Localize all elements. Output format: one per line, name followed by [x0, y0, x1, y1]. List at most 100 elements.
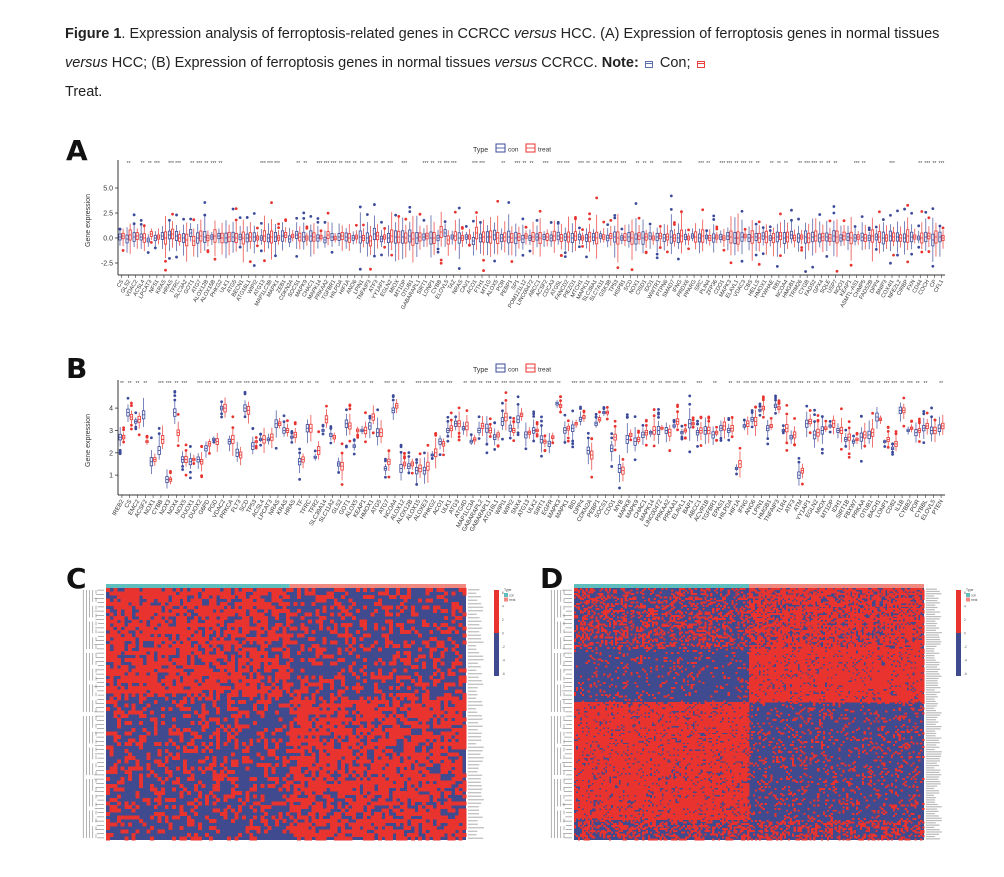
- box-con: [733, 217, 737, 256]
- heatmap-cell-high: [208, 640, 239, 645]
- heatmap-cell-high: [234, 626, 239, 631]
- heatmap-cell-high: [241, 647, 257, 652]
- significance-star: **: [713, 381, 717, 387]
- row-label-mark: [468, 767, 479, 769]
- heatmap-cell-high: [205, 633, 210, 638]
- heatmap-cell-high: [179, 672, 188, 676]
- box-treat: [878, 415, 883, 424]
- heatmap-cell-high: [355, 689, 360, 694]
- outlier-point: [200, 475, 204, 479]
- heatmap-cell-high: [403, 801, 408, 806]
- row-label-mark: [468, 617, 480, 619]
- heatmap-cell-high: [263, 626, 268, 631]
- heatmap-cell-high: [319, 770, 327, 774]
- box-con: [649, 429, 653, 438]
- box-treat: [527, 427, 531, 439]
- heatmap-cell-high: [109, 682, 114, 687]
- box-treat: [361, 223, 365, 248]
- box-con: [888, 213, 892, 265]
- heatmap-cell-high: [780, 591, 787, 594]
- outlier-point: [586, 436, 590, 440]
- outlier-point: [521, 253, 525, 257]
- outlier-point: [847, 420, 851, 424]
- heatmap-cell-high: [396, 588, 401, 592]
- outlier-point: [738, 446, 742, 450]
- box-treat: [482, 219, 486, 272]
- heatmap-cell-high: [410, 707, 430, 711]
- outlier-point: [874, 225, 878, 229]
- heatmap-cell-high: [425, 805, 434, 809]
- heatmap-cell-high: [124, 721, 133, 725]
- heatmap-cell-high: [194, 784, 199, 788]
- outlier-point: [613, 424, 617, 428]
- heatmap-cell-high: [355, 675, 360, 680]
- heatmap-cell-high: [447, 833, 452, 837]
- outlier-point: [139, 219, 143, 222]
- significance-star: **: [756, 161, 760, 167]
- outlier-point: [712, 214, 716, 218]
- heatmap-cell-high: [146, 801, 151, 806]
- outlier-point: [805, 404, 809, 408]
- box-treat: [347, 223, 351, 251]
- heatmap-cell-high: [410, 777, 441, 781]
- heatmap-cell-high: [153, 728, 158, 732]
- heatmap-cell-high: [208, 717, 221, 722]
- box-con: [438, 435, 442, 457]
- heatmap-cell-high: [440, 630, 452, 634]
- heatmap-cell-high: [128, 616, 133, 620]
- heatmap-cell-high: [385, 609, 390, 613]
- box-con: [602, 406, 606, 416]
- heatmap-cell-high: [403, 826, 412, 830]
- x-tick-label: TF: [296, 499, 305, 509]
- heatmap-cell-high: [271, 612, 279, 617]
- box-con: [740, 209, 744, 263]
- box-treat: [863, 224, 867, 250]
- heatmap-cell-high: [194, 805, 199, 809]
- heatmap-cell-high: [168, 619, 173, 624]
- outlier-point: [652, 414, 656, 418]
- significance-star: **: [924, 381, 928, 387]
- heatmap-cell-high: [396, 693, 415, 697]
- heatmap-cell-high: [319, 679, 335, 683]
- heatmap-cell-high: [440, 731, 456, 736]
- significance-star: ***: [811, 161, 817, 167]
- box-treat: [785, 222, 790, 249]
- heatmap-cell-high: [311, 675, 316, 680]
- heatmap-cell-high: [249, 640, 254, 645]
- heatmap-cell-high: [172, 805, 177, 809]
- row-label-mark: [468, 624, 480, 626]
- heatmap-cell-high: [241, 654, 246, 659]
- heatmap-cell-high: [120, 777, 125, 781]
- heatmap-cell-high: [245, 798, 250, 802]
- heatmap-cell-high: [183, 598, 188, 603]
- heatmap-cell-high: [377, 647, 382, 652]
- heatmap-cell-high: [139, 647, 177, 652]
- heatmap-cell-high: [644, 588, 647, 590]
- heatmap-cell-high: [197, 822, 202, 827]
- heatmap-cell-high: [282, 819, 287, 823]
- outlier-point: [200, 445, 204, 449]
- heatmap-cell-high: [341, 808, 346, 813]
- heatmap-cell-high: [374, 609, 379, 613]
- heatmap-cell-high: [245, 791, 250, 795]
- outlier-point: [368, 416, 372, 420]
- outlier-point: [902, 396, 906, 400]
- significance-star: ***: [860, 381, 866, 387]
- heatmap-cell-high: [366, 773, 371, 778]
- heatmap-cell-high: [274, 745, 279, 750]
- heatmap-cell-high: [113, 661, 121, 666]
- heatmap-cell-high: [227, 693, 239, 697]
- heatmap-cell-high: [385, 749, 393, 753]
- significance-star: **: [315, 381, 319, 387]
- outlier-point: [391, 394, 395, 397]
- heatmap-cell-high: [186, 791, 191, 795]
- heatmap-cell-high: [326, 591, 335, 596]
- heatmap-cell-high: [164, 742, 169, 746]
- significance-star: **: [736, 381, 740, 387]
- significance-star: **: [120, 381, 124, 387]
- outlier-point: [130, 404, 133, 407]
- outlier-point: [896, 209, 899, 213]
- heatmap-cell-high: [403, 815, 412, 820]
- box-treat: [383, 227, 387, 249]
- outlier-point: [348, 407, 352, 411]
